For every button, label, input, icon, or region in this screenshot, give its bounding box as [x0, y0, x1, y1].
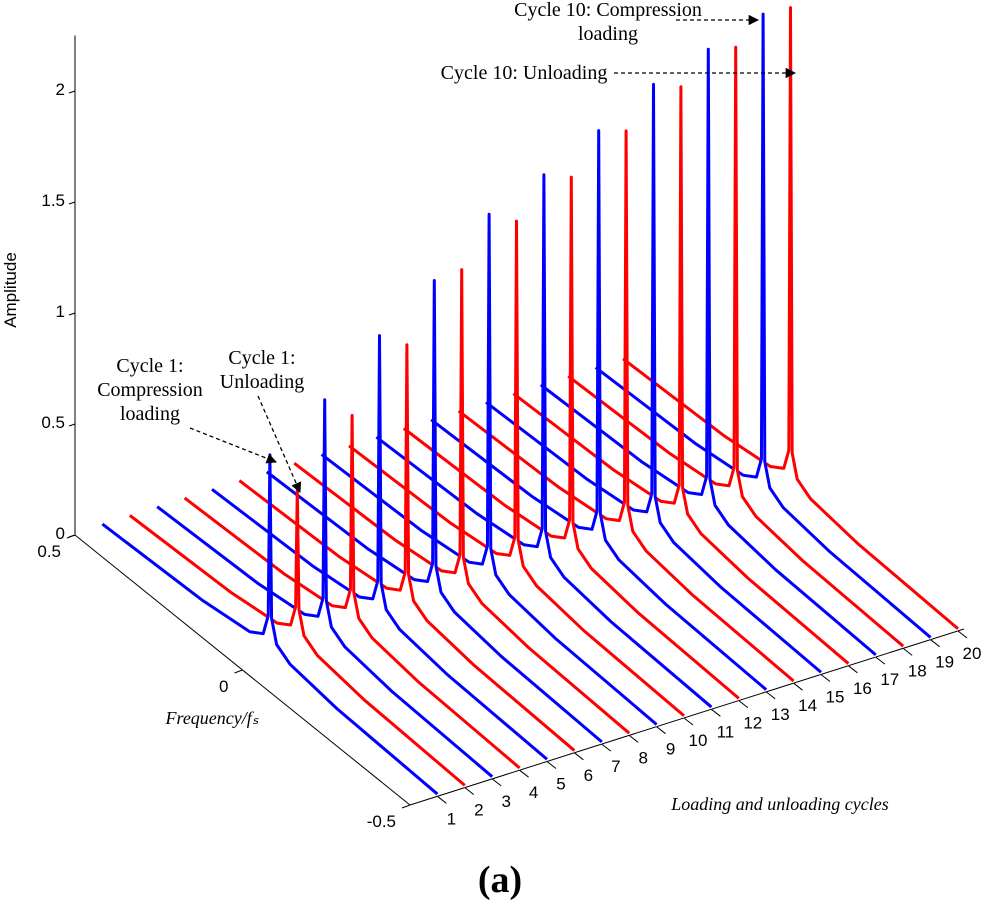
occluder	[129, 488, 465, 788]
x-tick-label: 10	[689, 731, 708, 750]
z-tick-label: 1.5	[41, 191, 65, 210]
x-tick	[491, 778, 502, 787]
annotation: Cycle 1:	[116, 355, 183, 377]
x-tick-label: 17	[880, 670, 899, 689]
spectrum-line	[402, 175, 740, 700]
occluder	[184, 415, 520, 771]
spectrum-line	[457, 129, 795, 683]
y-tick-label: 0	[219, 677, 228, 696]
z-tick	[68, 201, 76, 205]
annotation: Cycle 1:	[228, 347, 295, 369]
spectrum-line	[539, 47, 877, 657]
spectrum-line	[183, 413, 521, 770]
y-axis-label: Frequency/fₛ	[164, 708, 258, 728]
y-tick	[66, 534, 76, 539]
y-tick	[401, 804, 411, 809]
x-tick-label: 18	[908, 661, 927, 680]
spectrum-line	[211, 334, 548, 761]
x-tick-label: 8	[638, 748, 647, 767]
x-tick	[464, 787, 475, 795]
x-tick	[437, 795, 447, 804]
x-axis	[409, 628, 965, 806]
z-axis-label: Amplitude	[1, 252, 20, 328]
annotation: Cycle 10: Unloading	[441, 62, 608, 84]
x-tick	[601, 743, 612, 752]
annotation: Unloading	[220, 371, 304, 393]
x-tick	[793, 682, 803, 691]
x-tick	[711, 708, 721, 717]
z-tick-label: 1	[56, 302, 65, 321]
x-tick-label: 12	[743, 714, 762, 733]
z-tick	[68, 90, 76, 94]
caption: (a)	[478, 859, 522, 901]
occluder	[157, 399, 493, 779]
x-tick-label: 20	[963, 644, 982, 663]
annotation-arrow	[257, 395, 302, 493]
x-tick-label: 19	[935, 653, 954, 672]
y-tick	[234, 669, 243, 674]
occluder	[102, 454, 438, 797]
x-tick	[546, 761, 557, 769]
x-tick-label: 15	[826, 688, 845, 707]
x-tick-label: 6	[584, 766, 593, 785]
z-tick-label: 0.5	[41, 413, 65, 432]
x-axis-label: Loading and unloading cycles	[670, 794, 888, 814]
x-tick	[683, 717, 694, 726]
z-tick-label: 2	[56, 80, 65, 99]
x-tick	[930, 639, 940, 648]
z-tick-label: 0	[56, 524, 65, 543]
z-tick	[68, 423, 76, 427]
x-tick	[957, 630, 968, 639]
annotation: Cycle 10: Compression	[514, 0, 702, 21]
spectrum-line	[567, 45, 905, 648]
x-tick-label: 5	[556, 775, 565, 794]
x-tick-label: 13	[771, 705, 790, 724]
annotation: loading	[578, 23, 638, 45]
spectrum-line	[265, 279, 603, 744]
x-tick	[820, 674, 831, 682]
z-tick	[68, 312, 76, 316]
x-tick-label: 2	[474, 801, 483, 820]
spectrum-line	[238, 343, 576, 752]
x-tick	[628, 735, 639, 743]
spectrum-line	[485, 82, 822, 674]
x-tick	[765, 691, 776, 700]
spectrum-line	[320, 212, 658, 726]
x-tick	[656, 726, 666, 735]
spectrum-line	[375, 173, 713, 709]
x-tick-label: 7	[611, 757, 620, 776]
spectrum-line	[622, 6, 959, 630]
x-tick-label: 9	[666, 740, 675, 759]
spectrum-line	[293, 268, 631, 735]
annotation: loading	[120, 403, 180, 425]
x-tick	[574, 752, 584, 761]
x-tick	[738, 700, 749, 708]
x-tick	[848, 665, 858, 674]
x-tick-label: 14	[798, 696, 817, 715]
annotation-arrow	[189, 427, 277, 464]
spectrum-line	[512, 85, 850, 665]
spectrum-line	[156, 398, 494, 778]
x-tick-label: 1	[447, 809, 456, 828]
spectrum-line	[348, 219, 685, 717]
spectrum-line	[594, 12, 932, 639]
x-tick-label: 3	[501, 792, 510, 811]
x-tick	[875, 656, 886, 665]
y-tick-label: 0.5	[37, 542, 61, 561]
y-tick-label: -0.5	[367, 812, 396, 831]
x-tick	[519, 769, 529, 778]
x-tick	[902, 648, 913, 656]
x-tick-label: 4	[529, 783, 538, 802]
annotation: Compression	[97, 379, 203, 401]
spectrum-line	[430, 129, 768, 691]
x-tick-label: 11	[717, 722, 735, 741]
x-tick-label: 16	[853, 679, 872, 698]
